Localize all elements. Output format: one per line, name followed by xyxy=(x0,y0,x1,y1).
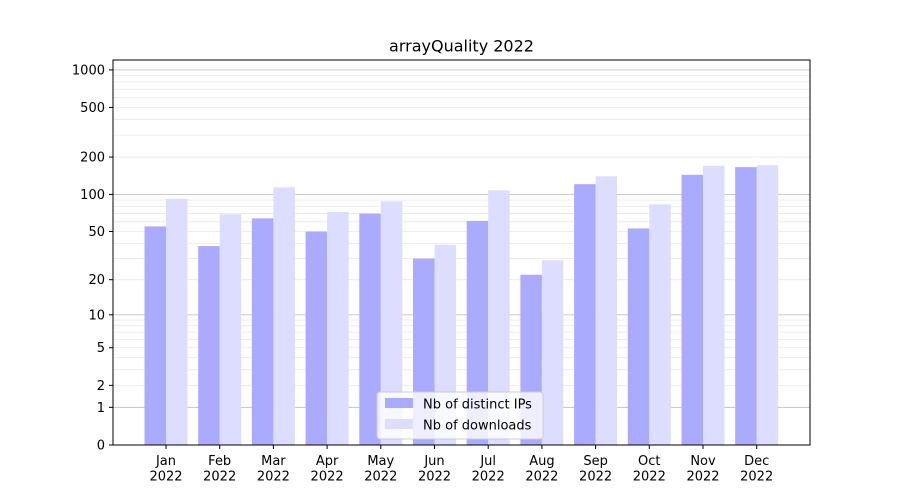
legend-swatch-downloads xyxy=(385,419,413,429)
bar-distinct-ips xyxy=(466,220,489,445)
x-tick-label: Sep 2022 xyxy=(579,454,612,485)
chart-title: arrayQuality 2022 xyxy=(389,37,534,56)
legend-label-distinct-ips: Nb of distinct IPs xyxy=(423,398,532,413)
bar-downloads xyxy=(756,165,779,445)
x-axis: Jan 2022 Feb 2022 Mar 2022 Apr 2022 May 2022 Jun 20… xyxy=(149,445,773,485)
x-tick-label: Dec 2022 xyxy=(740,454,773,485)
bar-downloads xyxy=(649,204,671,445)
legend: Nb of distinct IPs Nb of downloads xyxy=(376,391,544,440)
bar-distinct-ips xyxy=(627,228,650,445)
legend-label-downloads: Nb of downloads xyxy=(423,419,532,434)
x-tick-label: Jul 2022 xyxy=(472,454,505,485)
y-tick-label: 5 xyxy=(97,341,105,356)
plot-frame xyxy=(112,59,811,446)
bar-distinct-ips xyxy=(144,226,166,445)
x-tick-label: Nov 2022 xyxy=(686,454,719,485)
y-tick-label: 50 xyxy=(88,225,105,240)
y-tick-label: 0 xyxy=(97,439,105,454)
bar-downloads xyxy=(327,212,349,445)
y-tick-label: 2 xyxy=(97,379,105,394)
y-tick-label: 10 xyxy=(88,308,105,323)
legend-frame xyxy=(376,391,544,440)
bar-distinct-ips xyxy=(574,184,596,445)
x-tick-label: Apr 2022 xyxy=(311,454,344,485)
legend-swatch-distinct-ips xyxy=(385,398,413,408)
bar-downloads xyxy=(595,176,618,445)
y-tick-label: 500 xyxy=(80,101,105,116)
y-tick-label: 20 xyxy=(88,273,105,288)
x-tick-label: Jun 2022 xyxy=(418,454,451,485)
bar-downloads xyxy=(703,165,725,446)
y-tick-label: 200 xyxy=(80,151,105,166)
bar-downloads xyxy=(541,260,564,445)
y-tick-label: 100 xyxy=(80,188,105,203)
x-tick-label: May 2022 xyxy=(364,454,397,485)
y-tick-label: 1 xyxy=(97,401,105,416)
bar-distinct-ips xyxy=(735,167,757,446)
x-tick-label: Jan 2022 xyxy=(149,454,182,485)
y-axis: 0 1 2 5 10 20 50 100 200 500 1000 xyxy=(72,63,113,454)
bar-downloads xyxy=(380,201,403,445)
bar-distinct-ips xyxy=(359,213,381,445)
bar-downloads xyxy=(273,187,295,445)
x-tick-label: Oct 2022 xyxy=(633,454,666,485)
y-tick-label: 1000 xyxy=(72,63,105,78)
bar-distinct-ips xyxy=(198,246,220,445)
x-tick-label: Aug 2022 xyxy=(525,454,558,485)
x-tick-label: Mar 2022 xyxy=(257,454,290,485)
bar-distinct-ips xyxy=(681,174,703,445)
bar-downloads xyxy=(488,190,510,445)
bar-downloads xyxy=(219,214,242,445)
x-tick-label: Feb 2022 xyxy=(203,454,236,485)
bar-distinct-ips xyxy=(251,218,274,445)
bar-distinct-ips xyxy=(305,231,328,445)
bar-downloads xyxy=(166,198,188,445)
